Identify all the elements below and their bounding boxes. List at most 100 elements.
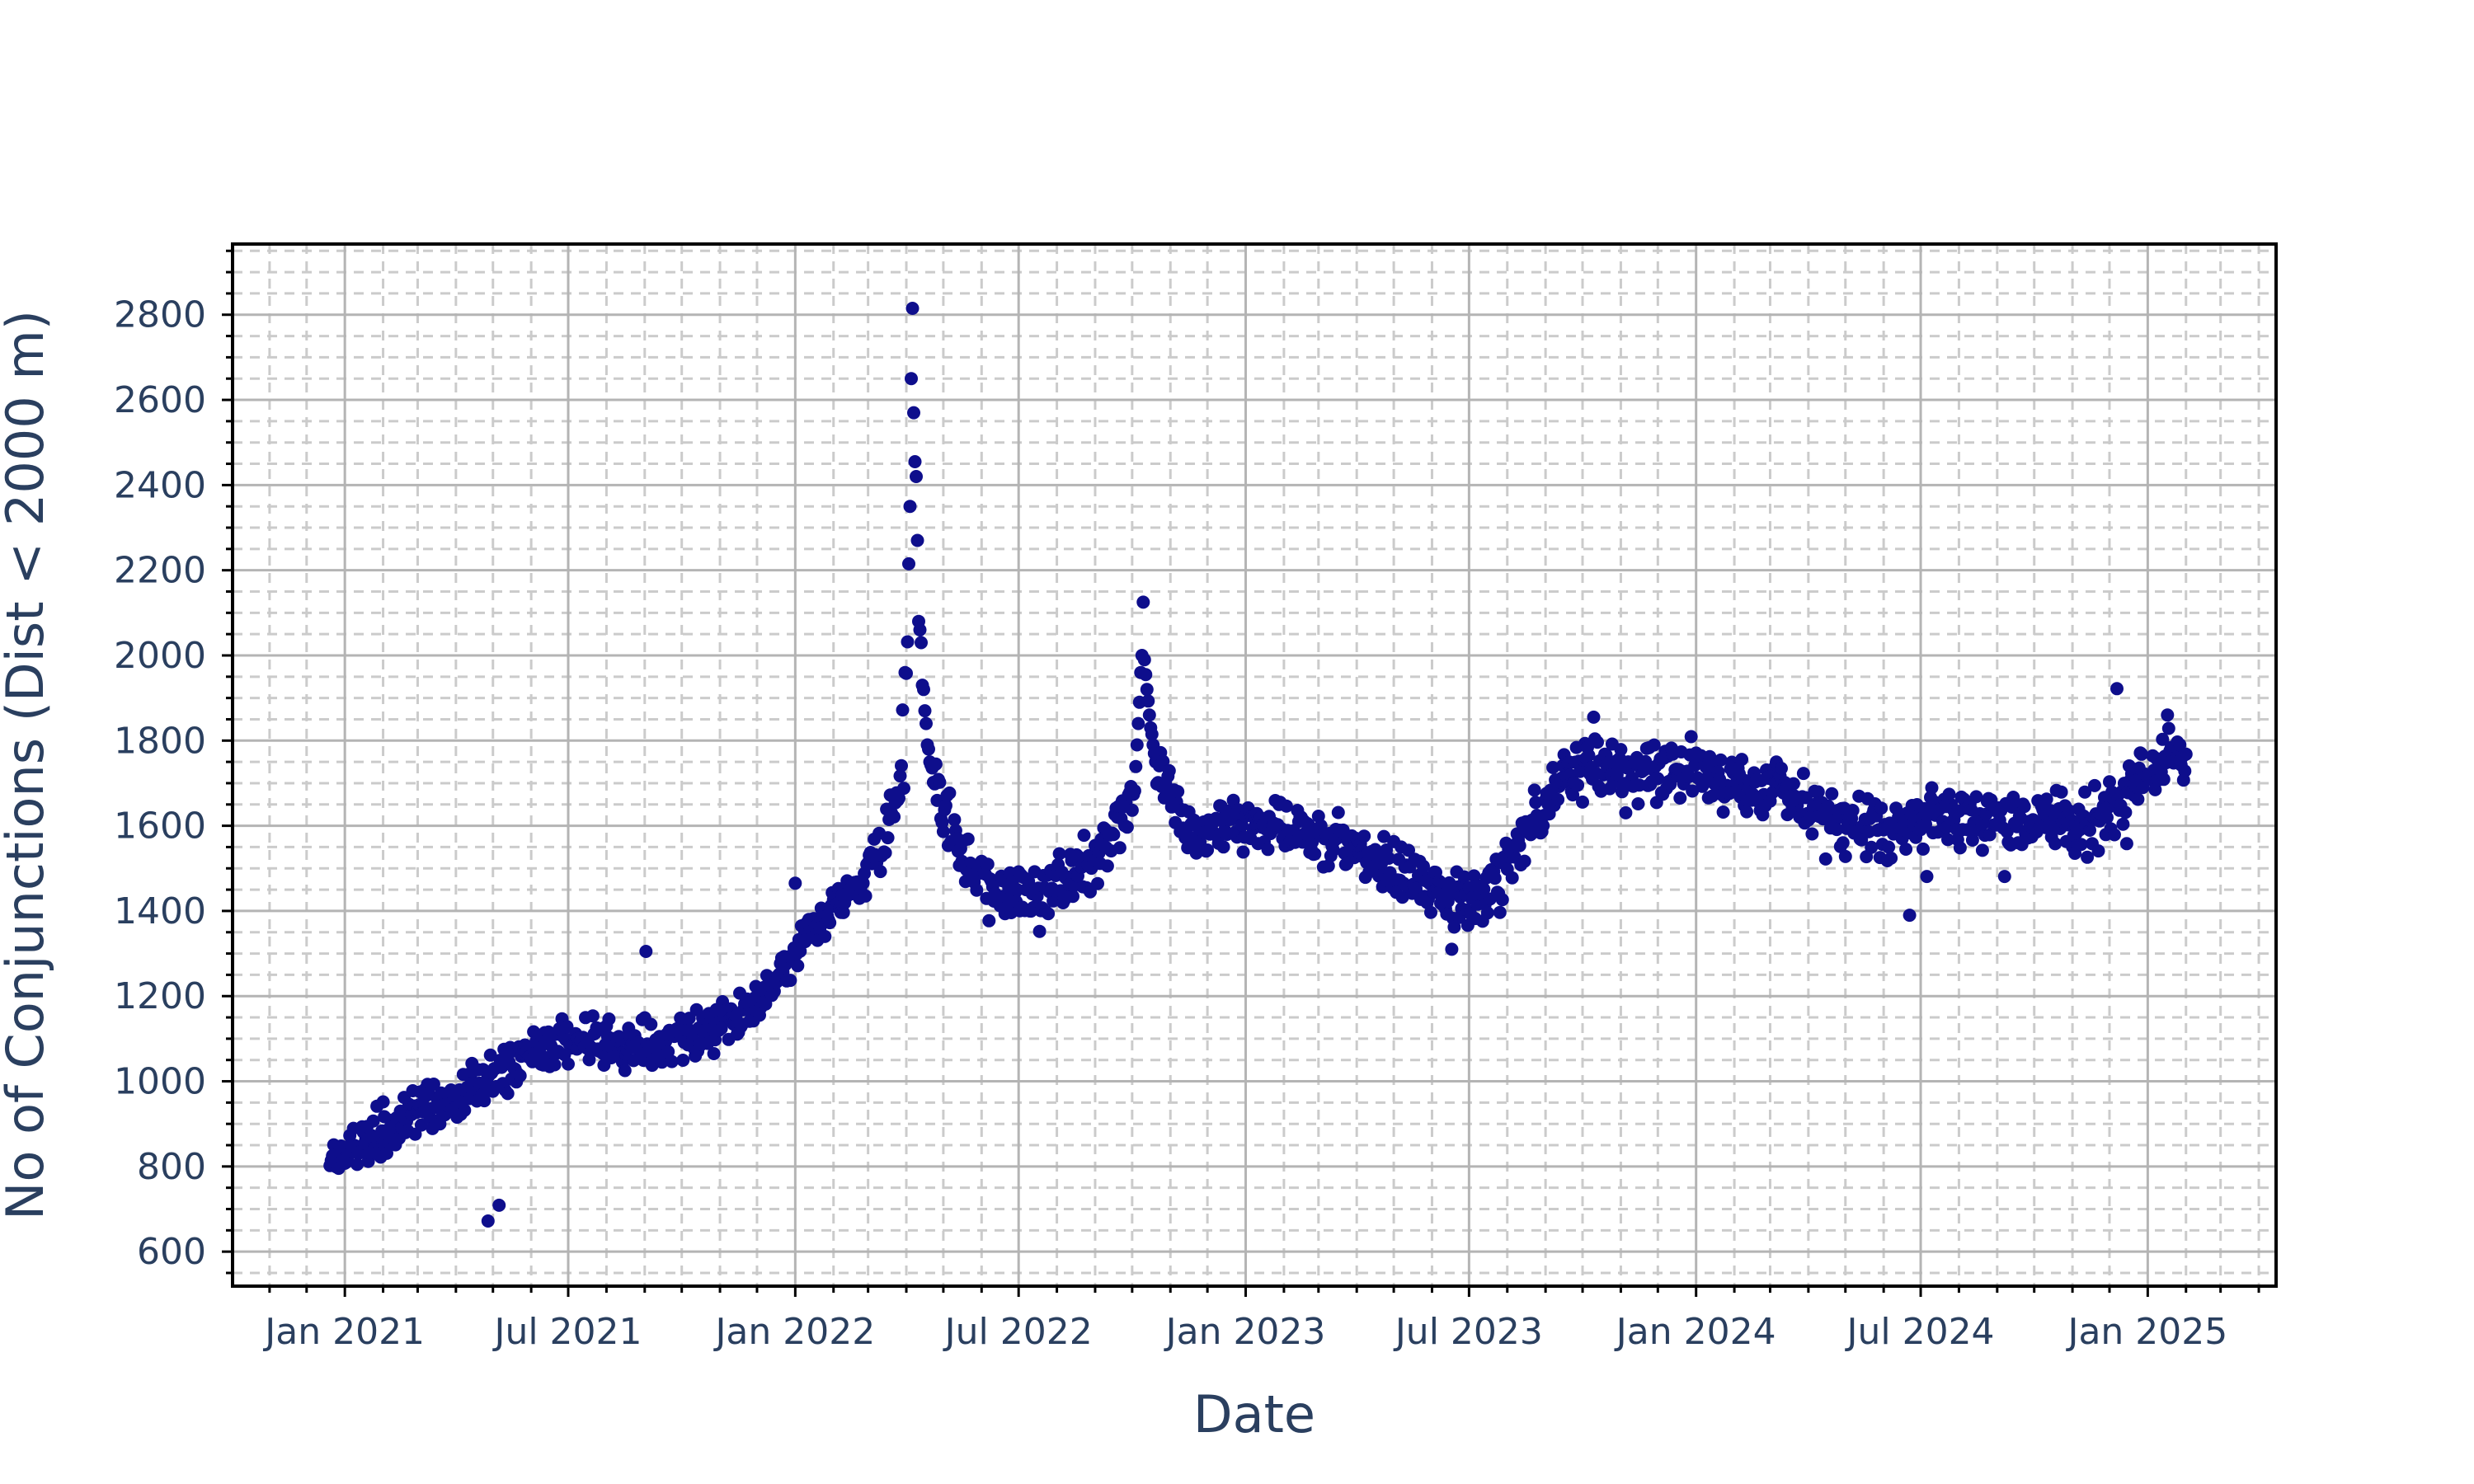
data-point (1576, 795, 1589, 809)
data-point (676, 1054, 690, 1067)
data-point (1740, 805, 1754, 819)
data-point (501, 1087, 515, 1101)
data-point (1326, 843, 1340, 857)
data-point (1942, 787, 1956, 801)
data-point (586, 1009, 600, 1023)
data-point (1091, 876, 1104, 890)
data-point (1551, 792, 1565, 806)
data-point (1969, 790, 1983, 804)
data-point (905, 372, 918, 386)
data-point (1614, 743, 1628, 757)
data-point (1903, 909, 1917, 923)
data-point (913, 623, 927, 636)
data-point (1052, 847, 1066, 861)
data-point (1512, 838, 1526, 852)
data-point (2103, 775, 2116, 789)
x-tick-label: Jan 2025 (2065, 1311, 2227, 1353)
data-point (1796, 767, 1810, 781)
data-point (1975, 843, 1989, 857)
data-point (1619, 805, 1633, 819)
data-point (548, 1058, 562, 1072)
data-point (936, 824, 950, 838)
data-point (2161, 708, 2175, 722)
data-point (1493, 905, 1507, 919)
data-point (376, 1095, 390, 1109)
data-point (1495, 893, 1509, 907)
data-point (1811, 785, 1825, 799)
x-tick-label: Jul 2024 (1845, 1311, 1995, 1353)
data-point (1846, 804, 1860, 817)
data-point (1120, 820, 1134, 834)
data-point (2078, 785, 2092, 799)
data-point (2157, 773, 2171, 787)
data-point (915, 636, 928, 650)
data-point (1382, 852, 1396, 865)
data-point (1445, 942, 1459, 956)
data-point (1279, 799, 1293, 813)
data-point (1107, 828, 1121, 842)
data-point (2074, 838, 2088, 852)
data-point (938, 799, 952, 813)
data-point (2134, 747, 2148, 761)
data-point (1673, 791, 1687, 805)
data-point (618, 1064, 632, 1078)
data-point (908, 455, 922, 468)
data-point (414, 1118, 428, 1132)
data-point (1201, 843, 1215, 857)
y-tick-label: 2200 (114, 550, 206, 592)
data-point (1686, 784, 1700, 798)
data-point (948, 813, 962, 827)
data-point (1022, 875, 1036, 888)
data-point (2131, 792, 2145, 806)
data-point (1566, 788, 1580, 802)
data-point (2091, 844, 2105, 858)
data-point (602, 1012, 616, 1026)
data-point (2119, 805, 2133, 819)
data-point (2156, 732, 2170, 746)
x-tick-labels: Jan 2021 Jul 2021 Jan 2022 Jul 2022 Jan 2023… (262, 1311, 2227, 1353)
data-point (1136, 595, 1150, 609)
data-point (661, 1045, 675, 1059)
data-point (1587, 710, 1601, 724)
data-point (1830, 823, 1844, 837)
y-tick-label: 2600 (114, 379, 206, 421)
x-tick-label: Jul 2023 (1393, 1311, 1543, 1353)
data-point (900, 666, 913, 680)
data-point (981, 857, 995, 871)
y-tick-labels: 600 800 1000 1200 1400 1600 1800 2000 2200 2400 26… (114, 294, 206, 1273)
data-point (1477, 882, 1491, 896)
data-point (1130, 738, 1144, 752)
data-point (836, 905, 850, 919)
data-point (627, 1054, 641, 1068)
data-point (1647, 738, 1661, 752)
data-point (1100, 859, 1114, 873)
y-tick-label: 2400 (114, 464, 206, 506)
data-point (1357, 829, 1371, 843)
y-tick-label: 1400 (114, 890, 206, 932)
data-point (1137, 653, 1151, 667)
data-point (2161, 721, 2175, 735)
y-tick-label: 2800 (114, 294, 206, 336)
data-point (1917, 842, 1930, 856)
data-point (1236, 845, 1250, 859)
data-point (1131, 716, 1145, 730)
data-point (1488, 871, 1502, 885)
data-point (639, 945, 653, 958)
data-point (918, 704, 932, 718)
data-point (2119, 837, 2133, 851)
data-point (922, 742, 935, 756)
data-point (1032, 924, 1047, 938)
data-point (2017, 800, 2031, 814)
data-point (1941, 833, 1954, 847)
data-point (1884, 851, 1898, 865)
data-point (1331, 805, 1345, 819)
data-point (881, 831, 895, 845)
data-point (2054, 785, 2068, 799)
data-point (1261, 843, 1275, 857)
data-point (1527, 783, 1541, 797)
data-point (1865, 840, 1879, 854)
data-point (1735, 753, 1749, 767)
data-point (1997, 870, 2011, 884)
data-point (1321, 859, 1335, 873)
